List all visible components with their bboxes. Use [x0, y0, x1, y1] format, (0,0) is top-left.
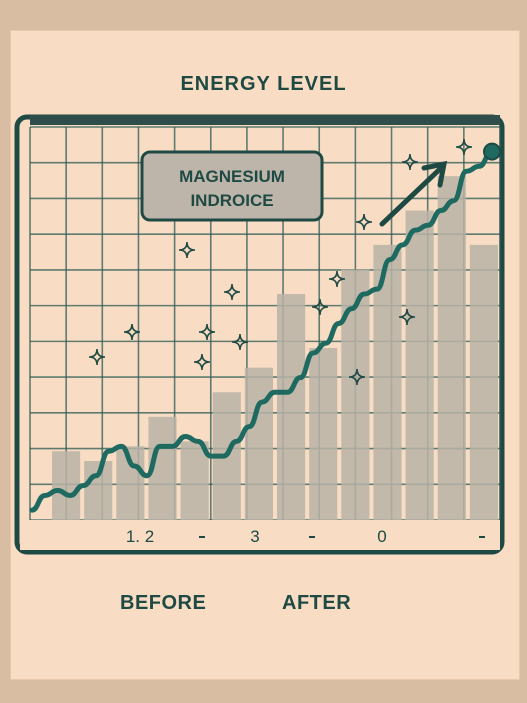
x-tick-labels: 1. 2 3 0 [126, 527, 485, 546]
chart-top-bar [30, 115, 500, 125]
annotation-line-1: MAGNESIUM [179, 167, 285, 186]
x-group-label-before: BEFORE [120, 592, 207, 614]
end-point-marker [483, 142, 501, 161]
chart-frame: MAGNESIUM INDROICE 1. 2 3 0 [14, 114, 505, 555]
bar [405, 210, 434, 520]
bar [309, 348, 338, 520]
axis-strip [20, 520, 500, 550]
sparkle-icon [223, 283, 241, 301]
bar [244, 367, 273, 520]
upward-arrow-icon [379, 160, 448, 227]
sparkle-icon [348, 368, 366, 386]
bar [180, 441, 209, 520]
bar [469, 244, 498, 520]
sparkle-icon [193, 353, 211, 371]
sparkle-icon [328, 270, 346, 288]
sparkle-icon [401, 153, 419, 171]
chart-title: ENERGY LEVEL [180, 73, 347, 95]
line-series [29, 142, 501, 513]
sparkle-icon [455, 138, 473, 156]
sparkle-icon [88, 348, 106, 366]
sparkle-icon [178, 241, 196, 259]
annotation-line-2: INDROICE [190, 191, 273, 210]
x-tick-label: 1. 2 [126, 527, 154, 546]
sparkle-icon [398, 308, 416, 326]
sparkles [88, 138, 473, 386]
sparkle-icon [231, 333, 249, 351]
x-tick-label: 3 [250, 527, 259, 546]
bar-series [52, 176, 498, 520]
x-tick-label: 0 [377, 527, 386, 546]
x-group-label-after: AFTER [282, 592, 352, 614]
bar [52, 451, 81, 520]
sparkle-icon [123, 323, 141, 341]
bar [277, 294, 306, 520]
annotation-box: MAGNESIUM INDROICE [140, 150, 324, 222]
sparkle-icon [198, 323, 216, 341]
sparkle-icon [355, 213, 373, 231]
bar [437, 176, 466, 520]
sparkle-icon [311, 298, 329, 316]
